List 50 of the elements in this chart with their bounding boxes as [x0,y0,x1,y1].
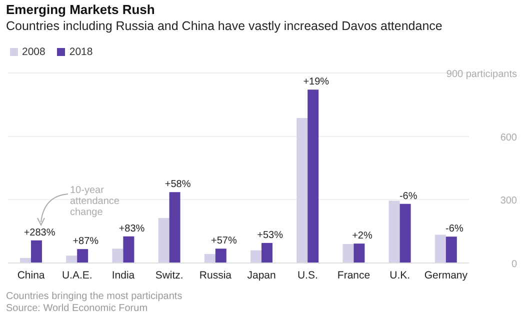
chart-title: Emerging Markets Rush [6,2,155,17]
x-tick-label: U.K. [390,269,410,282]
annotation: +87% [72,236,99,248]
annotation: +53% [257,230,284,241]
x-tick-label: U.S. [297,269,318,282]
bar [446,236,457,263]
bar [354,244,365,263]
bar [158,218,170,263]
bar [112,248,124,263]
annotation: 10-year attendance change [70,185,120,218]
x-tick-label: Russia [199,269,232,282]
bar [434,234,446,263]
y-tick-label: 0 [511,259,518,270]
chart-subtitle: Countries including Russia and China have vastly increased Davos attendance [6,19,442,33]
annotation: +283% [24,227,56,238]
text: Countries bringing the most participants [6,291,182,303]
bar [123,236,134,263]
bar [308,90,319,263]
bar [66,256,78,263]
x-tick-label: France [337,269,370,282]
bar [250,250,262,263]
annotation: +58% [164,179,191,190]
annotation: -6% [399,190,418,202]
annotation: +19% [303,76,330,88]
bar [215,248,226,263]
x-tick-label: U.A.E. [62,269,92,282]
bar [261,242,272,263]
x-tick-label: China [17,269,45,282]
x-tick-label: Japan [247,269,276,282]
annotation: +57% [211,236,237,247]
y-tick-label: 300 [500,196,518,207]
source-note: Source: World Economic Forum [6,303,149,315]
x-tick-label: India [112,269,135,282]
bar [388,200,400,263]
bar [30,240,42,263]
bar [77,249,88,263]
y-tick-label: 900 participants [446,69,517,80]
bar [342,244,354,263]
annotation: +2% [352,230,373,242]
x-tick-label: Germany [424,269,468,282]
legend-label: 2008 [21,46,46,58]
bar [204,254,216,263]
bar [169,192,180,263]
bar [296,118,308,263]
annotation: -6% [446,224,464,235]
legend-label: 2018 [68,46,93,58]
bar [400,204,411,263]
y-tick-label: 600 [500,132,518,144]
x-tick-label: Switz. [155,269,184,282]
annotation: +83% [118,223,145,234]
